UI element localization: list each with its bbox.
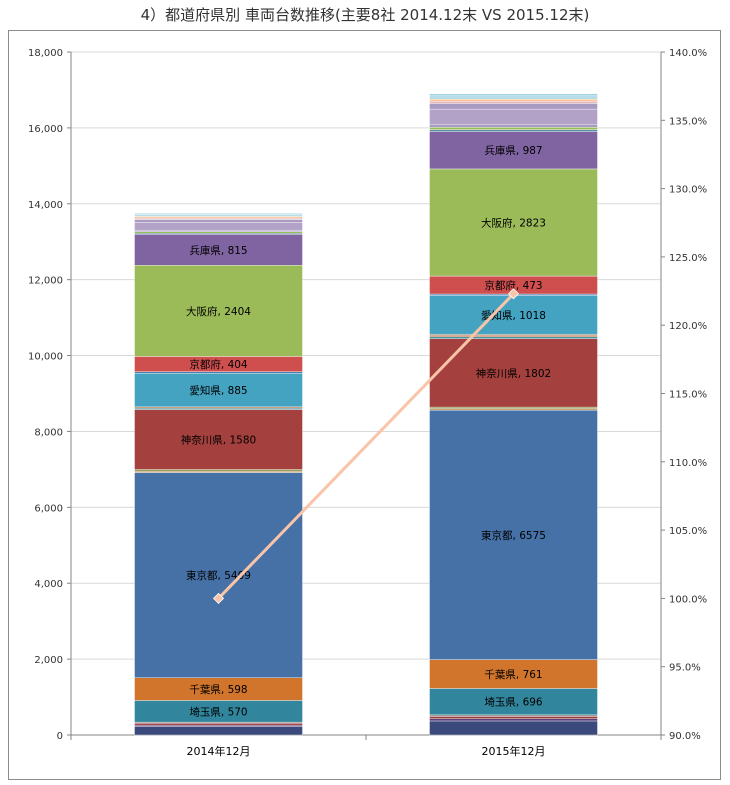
y-tick-label-right: 110.0%	[669, 458, 707, 469]
bar-segment	[429, 720, 598, 736]
data-label: 神奈川県, 1580	[181, 434, 256, 447]
y-tick-label-left: 8,000	[34, 427, 63, 438]
bar-segment	[429, 718, 598, 722]
bar-segment	[134, 229, 303, 232]
y-tick-label-left: 0	[57, 731, 63, 742]
data-label: 京都府, 404	[189, 358, 248, 371]
bar-segment	[429, 716, 598, 719]
y-tick-label-left: 2,000	[34, 655, 63, 666]
bar-segment	[134, 407, 303, 410]
data-label: 大阪府, 2404	[186, 305, 251, 318]
y-tick-label-left: 18,000	[28, 48, 63, 59]
data-label: 愛知県, 885	[189, 384, 247, 397]
bar-segment	[134, 469, 303, 472]
bar-segment	[134, 213, 303, 215]
growth-line	[217, 292, 515, 600]
y-tick-label-left: 14,000	[28, 200, 63, 211]
y-tick-label-right: 115.0%	[669, 390, 707, 401]
data-label: 千葉県, 598	[189, 683, 247, 696]
bar-segment	[429, 129, 598, 132]
data-label: 東京都, 6575	[481, 529, 546, 542]
y-tick-label-left: 12,000	[28, 276, 63, 287]
bar-segment	[429, 124, 598, 128]
y-tick-label-right: 105.0%	[669, 526, 707, 537]
y-tick-label-right: 130.0%	[669, 185, 707, 196]
y-tick-label-right: 95.0%	[669, 663, 701, 674]
y-tick-label-right: 140.0%	[669, 48, 707, 59]
stacked-bar-chart: 0 2,000 4,000 6,000 8,000 10,000 12,000 14,000 1…	[28, 48, 707, 758]
bar-segment	[429, 168, 598, 277]
data-label: 神奈川県, 1802	[476, 367, 551, 380]
x-category-label: 2014年12月	[187, 744, 251, 758]
bar-segment	[429, 127, 598, 130]
bar-segment	[134, 472, 303, 678]
bar-segment	[429, 99, 598, 102]
bar-segment	[429, 95, 598, 100]
y-tick-label-left: 4,000	[34, 579, 63, 590]
bar-segment	[429, 335, 598, 338]
x-category-label: 2015年12月	[482, 744, 546, 758]
bar-segment	[134, 219, 303, 223]
bar-segment	[429, 108, 598, 125]
bar-segment	[429, 100, 598, 104]
bar-segment	[134, 409, 303, 470]
growth-marker	[212, 592, 225, 604]
bar-segment	[429, 409, 598, 660]
data-label: 兵庫県, 815	[189, 244, 247, 257]
bar-segment	[134, 373, 303, 408]
bar-segment	[134, 726, 303, 736]
y-tick-label-right: 135.0%	[669, 116, 707, 127]
bar-segment	[134, 234, 303, 266]
data-label: 京都府, 473	[484, 279, 542, 292]
y-tick-label-left: 6,000	[34, 503, 63, 514]
chart-title: 4）都道府県別 車両台数推移(主要8社 2014.12末 VS 2015.12末…	[140, 6, 590, 24]
bar-segment	[429, 688, 598, 716]
bar-segment	[134, 217, 303, 220]
bar-segment	[134, 214, 303, 217]
bar-segment	[429, 408, 598, 411]
bar-segment	[134, 371, 303, 374]
bar-segment	[429, 659, 598, 689]
data-label: 東京都, 5409	[186, 569, 251, 582]
y-tick-label-left: 16,000	[28, 124, 63, 135]
bar-segment	[429, 103, 598, 110]
bar-segment	[134, 216, 303, 219]
y-tick-label-right: 90.0%	[669, 731, 701, 742]
data-label: 埼玉県, 570	[189, 705, 247, 718]
bar-segment	[134, 724, 303, 727]
bar-segment	[134, 265, 303, 357]
chart-frame: 0 2,000 4,000 6,000 8,000 10,000 12,000 14,000 1…	[8, 30, 721, 780]
growth-marker	[507, 288, 520, 300]
bar-segment	[429, 336, 598, 339]
y-tick-label-left: 10,000	[28, 352, 63, 363]
bar-segment	[429, 406, 598, 409]
y-tick-label-right: 125.0%	[669, 253, 707, 264]
bar-segment	[134, 222, 303, 231]
data-label: 兵庫県, 987	[484, 144, 542, 157]
data-label: 埼玉県, 696	[484, 696, 543, 709]
bar-segment	[134, 231, 303, 234]
y-tick-label-right: 120.0%	[669, 321, 707, 332]
bar-segment	[134, 470, 303, 473]
y-tick-label-right: 100.0%	[669, 594, 707, 605]
bar-segment	[134, 723, 303, 726]
bar-segment	[429, 93, 598, 97]
data-label: 千葉県, 761	[484, 668, 542, 681]
bar-segment	[429, 131, 598, 170]
bar-segment	[429, 714, 598, 717]
bar-segment	[429, 295, 598, 335]
data-label: 大阪府, 2823	[481, 217, 546, 230]
